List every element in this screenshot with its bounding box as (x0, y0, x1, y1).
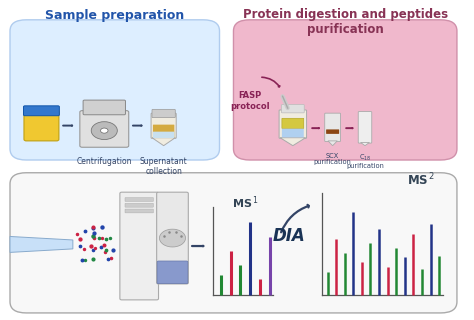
FancyBboxPatch shape (358, 112, 372, 143)
FancyBboxPatch shape (80, 111, 129, 147)
Polygon shape (280, 138, 306, 146)
Text: Sample preparation: Sample preparation (45, 9, 184, 22)
Circle shape (100, 128, 108, 133)
Polygon shape (361, 142, 369, 146)
FancyBboxPatch shape (157, 261, 188, 284)
FancyBboxPatch shape (10, 20, 219, 160)
FancyBboxPatch shape (282, 129, 304, 137)
Text: Supernatant
collection: Supernatant collection (140, 157, 188, 176)
FancyBboxPatch shape (153, 132, 174, 138)
FancyBboxPatch shape (279, 110, 307, 138)
Text: SCX
purification: SCX purification (314, 153, 352, 165)
FancyBboxPatch shape (24, 106, 59, 116)
FancyBboxPatch shape (234, 20, 457, 160)
Text: Centrifugation: Centrifugation (76, 157, 132, 166)
FancyBboxPatch shape (282, 118, 304, 128)
Text: DIA: DIA (273, 228, 306, 245)
FancyBboxPatch shape (83, 100, 126, 115)
FancyBboxPatch shape (125, 209, 154, 213)
Text: C$_{18}$
purification: C$_{18}$ purification (346, 153, 384, 169)
FancyBboxPatch shape (325, 113, 340, 141)
FancyBboxPatch shape (153, 124, 174, 138)
FancyBboxPatch shape (125, 203, 154, 207)
FancyBboxPatch shape (156, 192, 188, 284)
Polygon shape (152, 138, 175, 146)
Text: MS$^{\,1}$: MS$^{\,1}$ (232, 195, 259, 211)
FancyBboxPatch shape (326, 129, 339, 134)
FancyBboxPatch shape (24, 111, 59, 141)
Circle shape (91, 122, 118, 140)
Text: FASP
protocol: FASP protocol (230, 91, 270, 111)
Circle shape (159, 229, 185, 247)
Polygon shape (328, 141, 337, 146)
Polygon shape (10, 236, 73, 252)
Text: MS$^{\,2}$: MS$^{\,2}$ (407, 172, 435, 188)
FancyBboxPatch shape (120, 192, 158, 300)
FancyBboxPatch shape (10, 173, 457, 313)
FancyBboxPatch shape (152, 109, 175, 118)
FancyBboxPatch shape (151, 113, 176, 138)
FancyBboxPatch shape (282, 105, 304, 113)
FancyBboxPatch shape (125, 197, 154, 201)
Text: Protein digestion and peptides
purification: Protein digestion and peptides purificat… (243, 8, 448, 36)
